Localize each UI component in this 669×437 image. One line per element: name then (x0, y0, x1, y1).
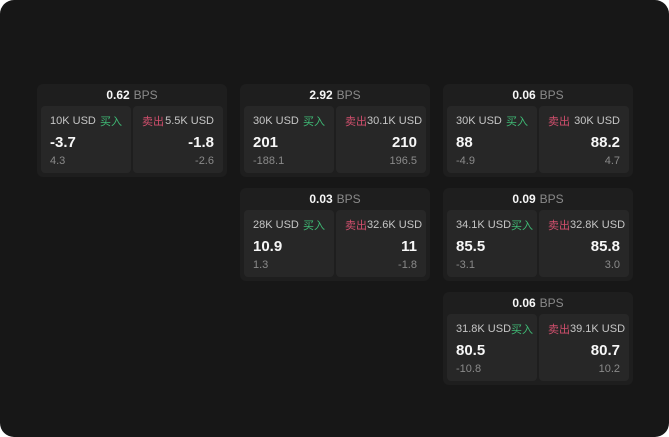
buy-panel[interactable]: 34.1K USD 买入 85.5 -3.1 (447, 210, 537, 277)
sell-side-label: 卖出 (345, 116, 367, 128)
quote-panels: 30K USD 买入 88 -4.9 卖出 30K USD 88.2 4.7 (447, 106, 629, 173)
buy-price: 88 (456, 134, 473, 151)
bps-value: 0.62 (106, 88, 130, 102)
buy-amount: 10K USD (50, 115, 96, 127)
quote-panels: 34.1K USD 买入 85.5 -3.1 卖出 32.8K USD 85.8… (447, 210, 629, 277)
sell-amount: 32.6K USD (367, 219, 423, 231)
buy-amount: 30K USD (456, 115, 502, 127)
buy-panel[interactable]: 28K USD 买入 10.9 1.3 (244, 210, 334, 277)
buy-sub-value: -3.1 (456, 259, 475, 271)
card-header: 0.06 BPS (447, 292, 629, 314)
sell-sub-value: 10.2 (598, 363, 620, 375)
sell-side-label: 卖出 (548, 220, 570, 232)
card-header: 0.03 BPS (244, 188, 426, 210)
sell-side-label: 卖出 (548, 116, 570, 128)
sell-price: 210 (391, 134, 417, 151)
sell-side-label: 卖出 (548, 324, 570, 336)
sell-amount: 32.8K USD (570, 219, 626, 231)
quote-card-5[interactable]: 0.09 BPS 34.1K USD 买入 85.5 -3.1 卖出 32.8K… (443, 188, 633, 281)
sell-sub-value: 4.7 (604, 155, 620, 167)
sell-amount: 30.1K USD (367, 115, 423, 127)
bps-unit-label: BPS (539, 88, 564, 102)
buy-panel[interactable]: 31.8K USD 买入 80.5 -10.8 (447, 314, 537, 381)
buy-price: 85.5 (456, 238, 486, 255)
buy-side-label: 买入 (511, 324, 534, 336)
buy-price: 80.5 (456, 342, 486, 359)
buy-sub-value: 4.3 (50, 155, 66, 167)
buy-sub-value: -4.9 (456, 155, 475, 167)
quote-card-6[interactable]: 0.06 BPS 31.8K USD 买入 80.5 -10.8 卖出 39.1… (443, 292, 633, 385)
sell-panel[interactable]: 卖出 32.8K USD 85.8 3.0 (539, 210, 629, 277)
bps-value: 2.92 (309, 88, 333, 102)
bps-value: 0.06 (512, 296, 536, 310)
card-header: 0.06 BPS (447, 84, 629, 106)
quote-card-2[interactable]: 2.92 BPS 30K USD 买入 201 -188.1 卖出 30.1K … (240, 84, 430, 177)
sell-price: 88.2 (590, 134, 620, 151)
sell-price: 85.8 (590, 238, 620, 255)
buy-sub-value: -10.8 (456, 363, 482, 375)
sell-panel[interactable]: 卖出 32.6K USD 11 -1.8 (336, 210, 426, 277)
buy-side-label: 买入 (511, 220, 534, 232)
sell-sub-value: -2.6 (195, 155, 214, 167)
buy-price: 201 (253, 134, 279, 151)
bps-unit-label: BPS (539, 192, 564, 206)
buy-panel[interactable]: 10K USD 买入 -3.7 4.3 (41, 106, 131, 173)
quote-card-3[interactable]: 0.06 BPS 30K USD 买入 88 -4.9 卖出 30K USD 8… (443, 84, 633, 177)
sell-amount: 30K USD (574, 115, 620, 127)
quote-panels: 28K USD 买入 10.9 1.3 卖出 32.6K USD 11 -1.8 (244, 210, 426, 277)
quote-panels: 10K USD 买入 -3.7 4.3 卖出 5.5K USD -1.8 -2.… (41, 106, 223, 173)
sell-price: 80.7 (590, 342, 620, 359)
buy-panel[interactable]: 30K USD 买入 88 -4.9 (447, 106, 537, 173)
bps-unit-label: BPS (133, 88, 158, 102)
sell-amount: 5.5K USD (165, 115, 214, 127)
buy-amount: 28K USD (253, 219, 299, 231)
card-header: 0.09 BPS (447, 188, 629, 210)
buy-sub-value: 1.3 (253, 259, 269, 271)
sell-panel[interactable]: 卖出 39.1K USD 80.7 10.2 (539, 314, 629, 381)
sell-price: -1.8 (188, 134, 214, 151)
sell-panel[interactable]: 卖出 5.5K USD -1.8 -2.6 (133, 106, 223, 173)
sell-sub-value: 196.5 (389, 155, 417, 167)
sell-side-label: 卖出 (345, 220, 367, 232)
buy-amount: 31.8K USD (456, 323, 512, 335)
card-header: 0.62 BPS (41, 84, 223, 106)
buy-amount: 34.1K USD (456, 219, 512, 231)
buy-side-label: 买入 (100, 116, 122, 128)
quote-card-1[interactable]: 0.62 BPS 10K USD 买入 -3.7 4.3 卖出 5.5K USD… (37, 84, 227, 177)
quote-panels: 30K USD 买入 201 -188.1 卖出 30.1K USD 210 1… (244, 106, 426, 173)
bps-value: 0.09 (512, 192, 536, 206)
bps-unit-label: BPS (539, 296, 564, 310)
sell-sub-value: -1.8 (398, 259, 417, 271)
buy-price: 10.9 (253, 238, 283, 255)
buy-side-label: 买入 (303, 116, 325, 128)
bps-unit-label: BPS (336, 88, 361, 102)
buy-side-label: 买入 (303, 220, 325, 232)
buy-sub-value: -188.1 (253, 155, 285, 167)
quote-panels: 31.8K USD 买入 80.5 -10.8 卖出 39.1K USD 80.… (447, 314, 629, 381)
sell-price: 11 (401, 238, 417, 255)
bps-value: 0.06 (512, 88, 536, 102)
buy-panel[interactable]: 30K USD 买入 201 -188.1 (244, 106, 334, 173)
buy-price: -3.7 (50, 134, 76, 151)
card-header: 2.92 BPS (244, 84, 426, 106)
quote-card-4[interactable]: 0.03 BPS 28K USD 买入 10.9 1.3 卖出 32.6K US… (240, 188, 430, 281)
sell-panel[interactable]: 卖出 30K USD 88.2 4.7 (539, 106, 629, 173)
bps-unit-label: BPS (336, 192, 361, 206)
sell-side-label: 卖出 (142, 116, 164, 128)
bps-value: 0.03 (309, 192, 333, 206)
buy-amount: 30K USD (253, 115, 299, 127)
sell-panel[interactable]: 卖出 30.1K USD 210 196.5 (336, 106, 426, 173)
buy-side-label: 买入 (506, 116, 528, 128)
sell-sub-value: 3.0 (604, 259, 620, 271)
sell-amount: 39.1K USD (570, 323, 626, 335)
